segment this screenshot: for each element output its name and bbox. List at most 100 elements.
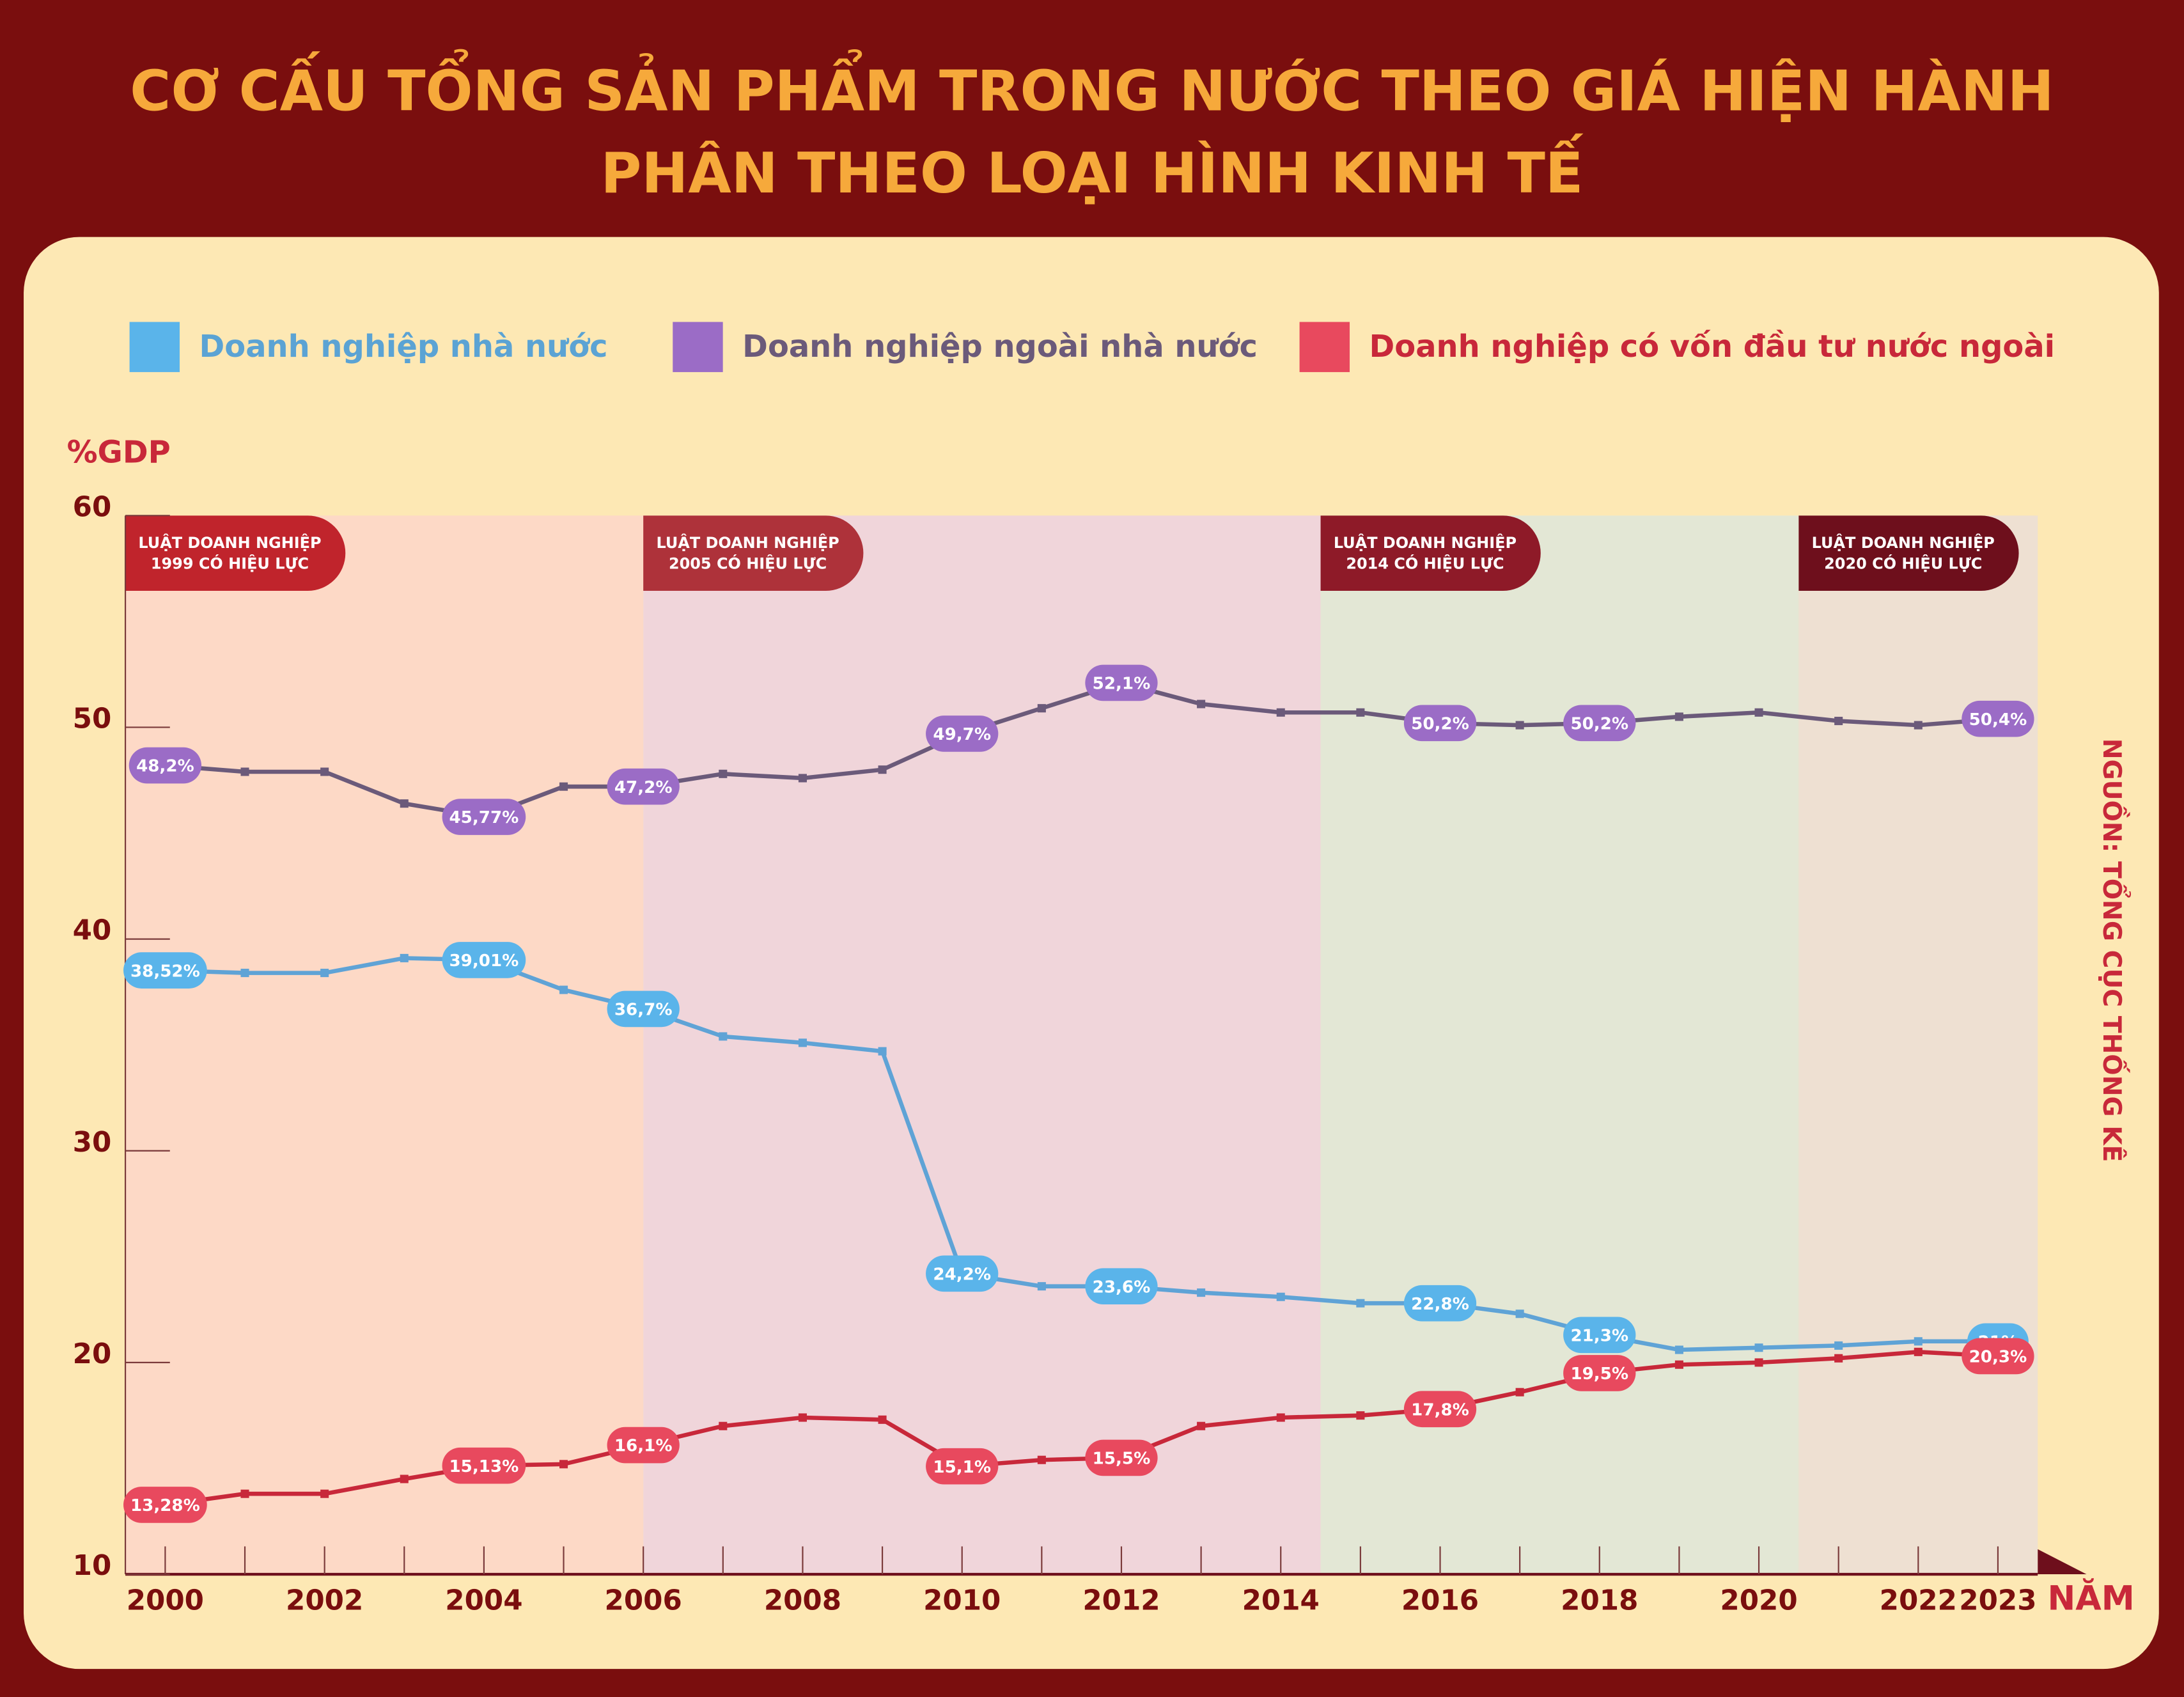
value-label-bg xyxy=(1085,1268,1158,1305)
value-label: 15,5% xyxy=(1093,1450,1151,1469)
point xyxy=(878,1415,887,1424)
legend-swatch xyxy=(1299,322,1350,372)
point xyxy=(1515,721,1524,730)
point xyxy=(1914,1347,1923,1356)
value-label: 15,1% xyxy=(933,1458,991,1477)
value-label-bg xyxy=(1085,1439,1158,1476)
point xyxy=(400,953,409,962)
value-label-bg xyxy=(926,1448,999,1485)
point xyxy=(798,1038,807,1047)
period-band xyxy=(1798,515,2038,1575)
x-tick-label: 2016 xyxy=(1401,1585,1479,1617)
y-tick-label: 30 xyxy=(73,1127,112,1159)
point xyxy=(878,1047,887,1056)
point xyxy=(240,969,249,978)
x-tick-label: 2004 xyxy=(445,1585,522,1617)
point xyxy=(878,765,887,774)
point xyxy=(1037,1282,1046,1291)
chart-title: CƠ CẤU TỔNG SẢN PHẨM TRONG NƯỚC THEO GIÁ… xyxy=(130,49,2054,123)
period-label: 2020 CÓ HIỆU LỰC xyxy=(1824,554,1982,573)
point xyxy=(1754,708,1763,717)
point xyxy=(1356,1411,1365,1420)
point xyxy=(320,767,329,776)
value-label-bg xyxy=(926,1255,999,1292)
y-tick-label: 20 xyxy=(73,1338,112,1370)
value-label: 49,7% xyxy=(933,725,991,744)
value-label-bg xyxy=(1403,1285,1477,1322)
value-label-bg xyxy=(1085,664,1158,701)
value-label-bg xyxy=(607,990,680,1028)
y-tick-label: 40 xyxy=(73,915,112,947)
legend-label: Doanh nghiệp có vốn đầu tư nước ngoài xyxy=(1369,329,2055,364)
value-label-bg xyxy=(1563,1355,1636,1391)
point xyxy=(1674,1360,1683,1369)
point xyxy=(1754,1358,1763,1367)
value-label-bg xyxy=(607,768,680,805)
value-label-bg xyxy=(1962,1338,2034,1375)
y-tick-label: 50 xyxy=(73,703,112,735)
period-label-bg xyxy=(125,515,346,591)
value-label: 50,2% xyxy=(1570,715,1628,734)
point xyxy=(719,1421,728,1430)
y-tick-label: 60 xyxy=(73,491,112,523)
value-label: 45,77% xyxy=(449,808,519,827)
period-label: LUẬT DOANH NGHIỆP xyxy=(656,533,839,552)
point xyxy=(559,985,568,994)
value-label: 15,13% xyxy=(449,1457,519,1476)
period-label: LUẬT DOANH NGHIỆP xyxy=(1334,533,1517,552)
point xyxy=(1834,716,1843,726)
value-label: 22,8% xyxy=(1411,1295,1469,1314)
point xyxy=(1914,1337,1923,1346)
point xyxy=(1037,704,1046,713)
point xyxy=(559,1460,568,1469)
x-tick-label: 2022 xyxy=(1880,1585,1957,1617)
x-tick-label: 2010 xyxy=(923,1585,1001,1617)
point xyxy=(240,767,249,776)
value-label: 48,2% xyxy=(136,757,194,776)
value-label: 23,6% xyxy=(1093,1278,1151,1297)
value-label: 50,2% xyxy=(1411,715,1469,734)
value-label-bg xyxy=(1403,1391,1477,1428)
source: NGUỒN: TỔNG CỤC THỐNG KÊ xyxy=(2097,739,2131,1162)
value-label-bg xyxy=(442,1447,526,1484)
legend-swatch xyxy=(129,322,180,372)
point xyxy=(320,1489,329,1498)
period-band xyxy=(125,515,644,1575)
value-label-bg xyxy=(607,1427,680,1464)
point xyxy=(400,799,409,808)
period-label-bg xyxy=(1798,515,2019,591)
period-band xyxy=(1320,515,1799,1575)
point xyxy=(1356,1299,1365,1308)
point xyxy=(1834,1354,1843,1363)
period-label: 2005 CÓ HIỆU LỰC xyxy=(669,554,827,573)
point xyxy=(1037,1455,1046,1464)
legend-label: Doanh nghiệp ngoài nhà nước xyxy=(742,329,1258,364)
value-label: 16,1% xyxy=(614,1437,673,1456)
x-tick-label: 2023 xyxy=(1959,1585,2036,1617)
value-label: 36,7% xyxy=(614,1001,673,1020)
period-band xyxy=(643,515,1321,1575)
value-label-bg xyxy=(926,716,999,752)
value-label-bg xyxy=(123,1487,207,1523)
point xyxy=(1834,1341,1843,1350)
value-label: 52,1% xyxy=(1093,675,1151,694)
point xyxy=(1197,1421,1206,1430)
point xyxy=(719,1032,728,1041)
value-label-bg xyxy=(442,942,526,978)
x-tick-label: 2012 xyxy=(1082,1585,1160,1617)
period-label: 2014 CÓ HIỆU LỰC xyxy=(1346,554,1504,573)
period-label-bg xyxy=(643,515,864,591)
period-label-bg xyxy=(1320,515,1541,591)
value-label: 13,28% xyxy=(130,1496,200,1515)
x-axis-label: NĂM xyxy=(2048,1578,2135,1618)
period-label: LUẬT DOANH NGHIỆP xyxy=(1812,533,1995,552)
y-tick-label: 10 xyxy=(73,1550,112,1582)
point xyxy=(1276,1413,1285,1422)
value-label-bg xyxy=(1563,705,1636,742)
legend-swatch xyxy=(673,322,723,372)
value-label-bg xyxy=(1962,700,2034,737)
point xyxy=(1914,721,1923,730)
value-label: 20,3% xyxy=(1969,1348,2027,1367)
